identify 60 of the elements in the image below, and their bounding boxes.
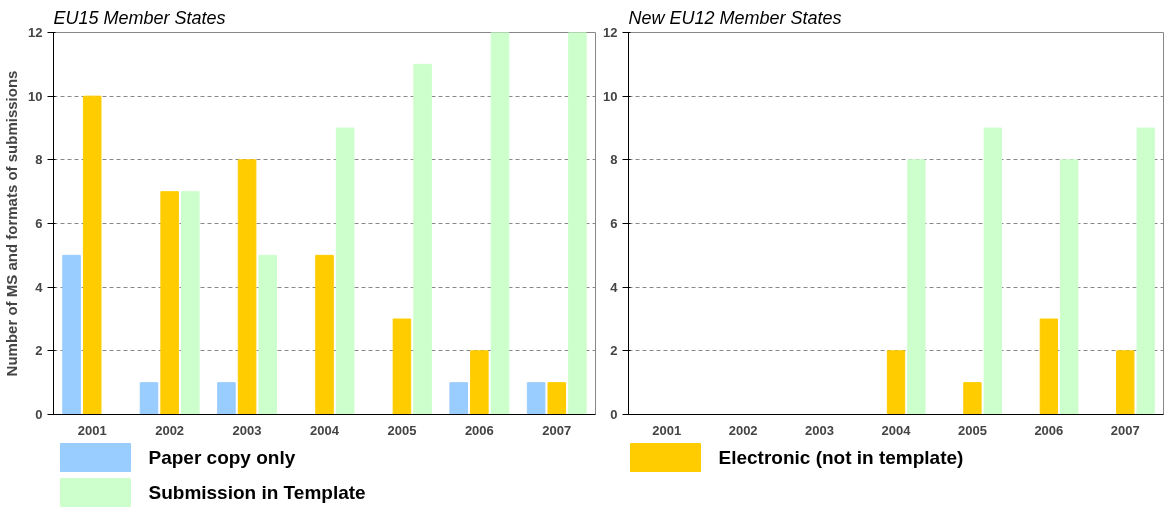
y-tick-label: 8 [35, 152, 43, 168]
legend-label: Submission in Template [148, 482, 366, 503]
bar [907, 159, 926, 415]
x-tick-label: 2007 [1110, 422, 1140, 438]
x-tick-label: 2001 [652, 422, 682, 438]
y-tick-label: 8 [610, 152, 618, 168]
y-tick-label: 4 [610, 279, 619, 295]
bar [568, 32, 587, 415]
bar [139, 382, 159, 415]
y-tick-label: 2 [35, 343, 43, 359]
x-tick-label: 2007 [542, 422, 572, 438]
y-tick-label: 12 [603, 25, 618, 40]
bar [237, 159, 257, 415]
x-tick-label: 2001 [77, 422, 107, 438]
x-tick-label: 2003 [232, 422, 262, 438]
bar [82, 95, 102, 415]
x-tick-label: 2004 [310, 422, 340, 438]
x-tick-label: 2003 [805, 422, 835, 438]
chart-title: EU15 Member States [53, 7, 226, 28]
y-tick-label: 6 [35, 216, 43, 231]
bar [886, 350, 906, 415]
y-tick-label: 6 [610, 216, 618, 231]
bar [392, 318, 412, 415]
bar [983, 127, 1002, 415]
bar [1039, 318, 1059, 415]
x-tick-label: 2006 [464, 422, 494, 438]
bar [1060, 159, 1079, 415]
bar [315, 254, 334, 415]
y-tick-label: 0 [610, 407, 618, 422]
legend-label: Electronic (not in template) [718, 447, 964, 468]
bar [62, 254, 81, 415]
bar [490, 32, 510, 415]
bar [181, 191, 200, 415]
x-tick-label: 2002 [728, 422, 758, 438]
bar [470, 350, 489, 415]
bar [1136, 127, 1155, 415]
x-tick-label: 2006 [1034, 422, 1064, 438]
bar [449, 382, 468, 415]
bar [258, 254, 277, 415]
bar [160, 191, 179, 415]
y-tick-label: 0 [35, 407, 43, 422]
bar [413, 63, 432, 415]
x-tick-label: 2005 [387, 422, 417, 438]
y-tick-label: 12 [28, 25, 43, 40]
bar [217, 382, 236, 415]
y-tick-label: 4 [35, 279, 44, 295]
y-tick-label: 10 [603, 88, 618, 104]
x-tick-label: 2005 [957, 422, 987, 438]
bar [963, 382, 982, 415]
bar [1116, 350, 1135, 415]
y-axis-title: Number of MS and formats of submissions [3, 70, 21, 377]
y-tick-label: 10 [28, 88, 43, 104]
chart-title: New EU12 Member States [628, 7, 842, 28]
bar [335, 127, 355, 415]
bar [526, 382, 546, 415]
bar [547, 382, 567, 415]
x-tick-label: 2004 [881, 422, 912, 438]
x-tick-label: 2002 [155, 422, 185, 438]
y-tick-label: 2 [610, 343, 618, 359]
legend-label: Paper copy only [148, 447, 296, 468]
